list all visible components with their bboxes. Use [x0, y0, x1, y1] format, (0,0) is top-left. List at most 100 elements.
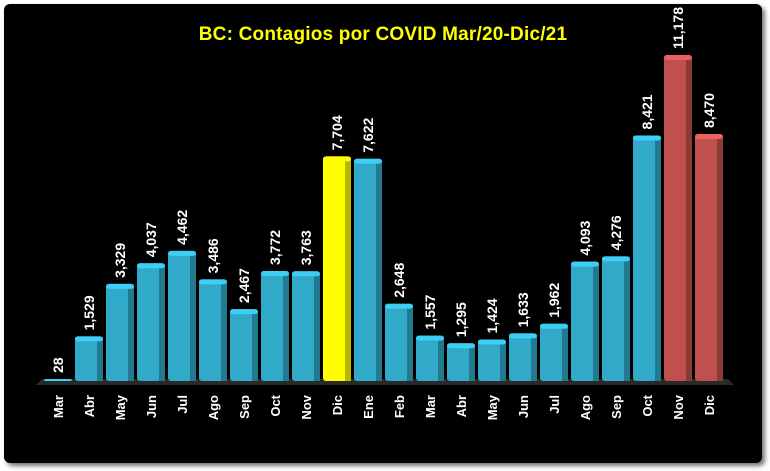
bar-top-cap [633, 135, 661, 141]
chart-title: BC: Contagios por COVID Mar/20-Dic/21 [198, 24, 568, 45]
category-label: Oct [640, 394, 655, 416]
bar-side-shade [283, 273, 289, 381]
category-label: Ago [578, 395, 593, 420]
bar-group [602, 256, 630, 381]
bar [695, 134, 723, 381]
bar-value-label: 8,421 [639, 94, 655, 129]
bar-top-cap [354, 158, 382, 164]
bar-value-label: 3,486 [205, 238, 221, 273]
category-label: Abr [454, 395, 469, 417]
bar-group [354, 158, 382, 381]
bar-value-label: 1,557 [422, 294, 438, 329]
category-label: Dic [330, 395, 345, 415]
category-label: Dic [702, 395, 717, 415]
plot-area: 28 Mar 1,529 Abr 3,329 May 4,037 Jun 4,462 Jul 3,4… [36, 7, 734, 420]
category-label: Mar [423, 395, 438, 418]
bar-top-cap [137, 263, 165, 269]
bar-side-shade [128, 285, 134, 381]
bar-value-label: 1,295 [453, 302, 469, 337]
bar-top-cap [292, 271, 320, 277]
bar [354, 158, 382, 381]
bar-value-label: 4,462 [174, 210, 190, 245]
category-label: Sep [237, 395, 252, 419]
bar-value-label: 1,633 [515, 292, 531, 327]
bar-top-cap [230, 309, 258, 315]
bar [571, 261, 599, 381]
bar-value-label: 4,276 [608, 215, 624, 250]
bar [478, 339, 506, 381]
category-label: Jul [547, 395, 562, 414]
category-label: Sep [609, 395, 624, 419]
category-label: Jun [144, 395, 159, 418]
category-label: Jul [175, 395, 190, 414]
bar [199, 279, 227, 381]
bar-side-shade [407, 305, 413, 381]
bar [323, 156, 351, 381]
bar [75, 336, 103, 381]
bar-group [416, 335, 444, 381]
bar-top-cap [168, 250, 196, 256]
bar-value-label: 8,470 [701, 93, 717, 128]
bar-top-cap [478, 339, 506, 345]
bar-side-shade [221, 281, 227, 381]
bar-top-cap [323, 156, 351, 162]
bar-top-cap [385, 303, 413, 309]
bar-group [571, 261, 599, 381]
bar-value-label: 4,093 [577, 220, 593, 255]
bar-value-label: 1,529 [81, 295, 97, 330]
bar-top-cap [664, 55, 692, 61]
bar [292, 271, 320, 381]
category-label: May [485, 394, 500, 420]
bar [385, 303, 413, 381]
bar-side-shade [159, 265, 165, 381]
bar-top-cap [106, 283, 134, 289]
bar-value-label: 3,329 [112, 243, 128, 278]
bar-group [695, 134, 723, 381]
bar-group [323, 156, 351, 381]
bar-top-cap [199, 279, 227, 285]
bar-group [292, 271, 320, 381]
bar-value-label: 28 [50, 357, 66, 373]
bar [447, 343, 475, 381]
category-label: May [113, 394, 128, 420]
bar-group [447, 343, 475, 381]
bar-group [75, 336, 103, 381]
bar-top-cap [447, 343, 475, 349]
bar-value-label: 7,622 [360, 117, 376, 152]
bar [106, 283, 134, 381]
bar-top-cap [602, 256, 630, 262]
bar-side-shade [717, 136, 723, 381]
bar-side-shade [686, 57, 692, 381]
bar-value-label: 11,178 [670, 7, 686, 49]
bar-side-shade [624, 258, 630, 381]
bar-group [509, 333, 537, 381]
bar-group [385, 303, 413, 381]
bar-side-shade [562, 325, 568, 381]
bar-side-shade [655, 137, 661, 381]
bar-side-shade [438, 337, 444, 381]
bar-group [478, 339, 506, 381]
bar-top-cap [44, 379, 72, 381]
bar-group [540, 323, 568, 381]
bar [540, 323, 568, 381]
bar-side-shade [593, 263, 599, 381]
bar [137, 263, 165, 381]
bar-value-label: 3,763 [298, 230, 314, 265]
bar-side-shade [97, 338, 103, 381]
bar-side-shade [531, 335, 537, 381]
category-label: Mar [51, 395, 66, 418]
bar-group [106, 283, 134, 381]
bar-top-cap [261, 271, 289, 277]
bar-value-label: 7,704 [329, 115, 345, 150]
bar [602, 256, 630, 381]
bar-side-shade [252, 311, 258, 381]
bar-side-shade [376, 160, 382, 381]
bar-top-cap [695, 134, 723, 140]
category-label: Abr [82, 395, 97, 417]
bar-group [199, 279, 227, 381]
bar-side-shade [190, 252, 196, 381]
bar-top-cap [75, 336, 103, 342]
bar-value-label: 2,648 [391, 263, 407, 298]
bar-top-cap [509, 333, 537, 339]
